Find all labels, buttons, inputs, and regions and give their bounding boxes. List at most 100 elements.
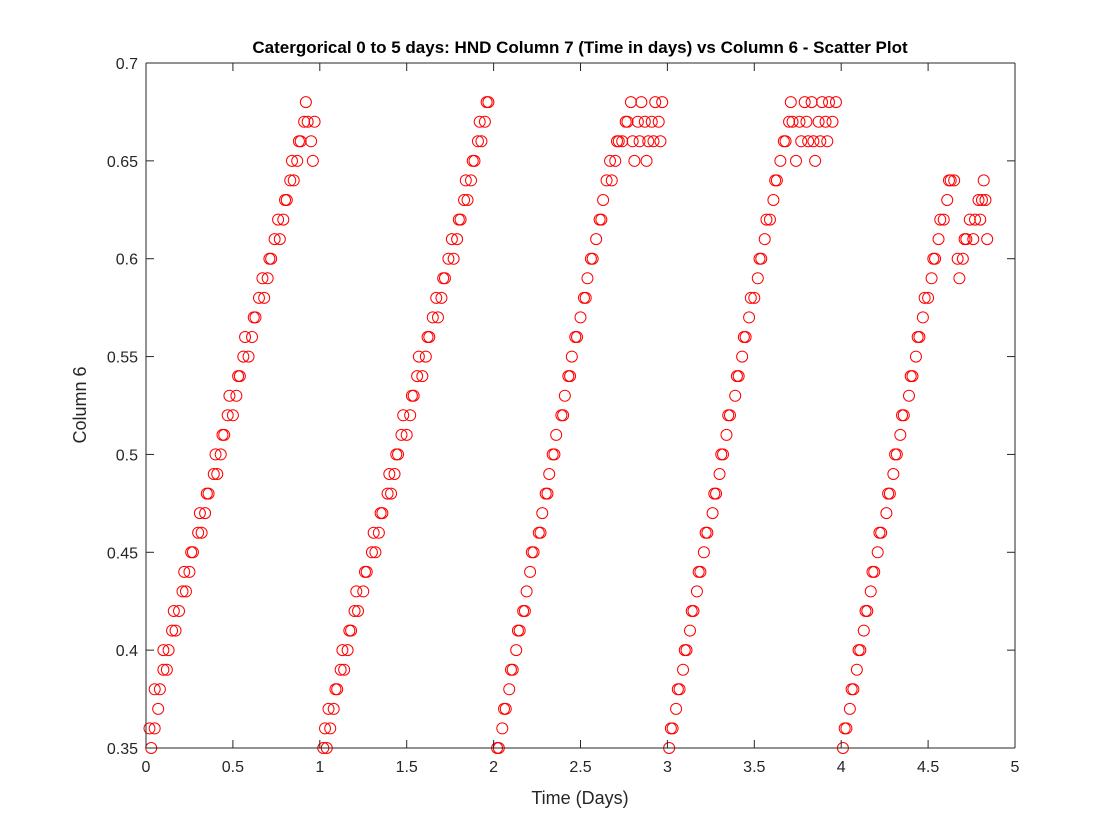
data-point bbox=[256, 272, 269, 285]
data-point bbox=[843, 702, 856, 715]
data-point bbox=[430, 291, 443, 304]
data-point bbox=[388, 468, 401, 480]
data-point bbox=[167, 605, 180, 617]
markers-layer bbox=[143, 96, 994, 754]
data-point bbox=[626, 135, 639, 148]
data-point bbox=[348, 605, 361, 617]
series-group bbox=[836, 174, 994, 754]
data-point bbox=[624, 96, 637, 109]
data-point bbox=[179, 585, 192, 598]
data-point bbox=[600, 174, 613, 187]
data-point bbox=[911, 331, 924, 343]
data-point bbox=[866, 565, 879, 578]
data-point bbox=[437, 272, 450, 285]
data-point bbox=[223, 389, 236, 402]
data-point bbox=[277, 213, 290, 226]
data-point bbox=[557, 409, 570, 422]
data-point bbox=[185, 546, 198, 559]
data-point bbox=[452, 213, 465, 226]
data-point bbox=[431, 311, 444, 324]
data-point bbox=[616, 135, 629, 148]
data-point bbox=[937, 213, 950, 226]
data-point bbox=[713, 468, 726, 480]
data-point bbox=[590, 233, 603, 246]
y-tick-label: 0.6 bbox=[116, 252, 138, 269]
data-point bbox=[390, 448, 403, 461]
data-point bbox=[633, 135, 646, 148]
data-point bbox=[209, 448, 222, 461]
data-point bbox=[148, 683, 161, 696]
data-point bbox=[510, 644, 523, 657]
data-point bbox=[565, 350, 578, 363]
data-point bbox=[706, 507, 719, 520]
data-point bbox=[157, 644, 170, 657]
series-group bbox=[663, 96, 842, 754]
data-point bbox=[821, 135, 834, 148]
data-point bbox=[729, 389, 742, 402]
data-point bbox=[193, 507, 206, 520]
data-point bbox=[385, 487, 398, 500]
y-tick-label: 0.5 bbox=[116, 447, 138, 464]
data-point bbox=[458, 194, 471, 206]
data-point bbox=[536, 507, 549, 520]
data-point bbox=[473, 115, 486, 128]
data-point bbox=[192, 526, 205, 539]
data-point bbox=[524, 565, 537, 578]
data-point bbox=[232, 370, 245, 383]
data-point bbox=[656, 96, 669, 109]
data-point bbox=[242, 350, 255, 363]
data-point bbox=[609, 154, 622, 167]
data-point bbox=[357, 585, 370, 598]
x-tick-label: 2.5 bbox=[569, 759, 591, 776]
data-point bbox=[963, 213, 976, 226]
data-point bbox=[291, 154, 304, 167]
data-point bbox=[411, 370, 424, 383]
data-point bbox=[677, 663, 690, 676]
data-point bbox=[699, 526, 712, 539]
data-point bbox=[758, 233, 771, 246]
x-tick-label: 3 bbox=[663, 759, 672, 776]
data-point bbox=[763, 213, 776, 226]
data-point bbox=[690, 585, 703, 598]
data-point bbox=[322, 702, 335, 715]
data-point bbox=[445, 233, 458, 246]
data-point bbox=[166, 624, 179, 637]
data-point bbox=[604, 154, 617, 167]
data-point bbox=[873, 526, 886, 539]
data-point bbox=[216, 428, 229, 441]
data-point bbox=[767, 194, 780, 206]
data-point bbox=[292, 135, 305, 148]
data-point bbox=[708, 487, 721, 500]
data-point bbox=[904, 370, 917, 383]
data-point bbox=[459, 174, 472, 187]
series-group bbox=[143, 96, 321, 754]
data-point bbox=[550, 428, 563, 441]
data-point bbox=[412, 350, 425, 363]
data-point bbox=[685, 605, 698, 617]
x-tick-label: 3.5 bbox=[743, 759, 765, 776]
data-point bbox=[352, 605, 365, 617]
data-point bbox=[221, 409, 234, 422]
data-point bbox=[786, 115, 799, 128]
data-point bbox=[852, 644, 865, 657]
data-point bbox=[925, 272, 938, 285]
data-point bbox=[932, 233, 945, 246]
data-point bbox=[882, 487, 895, 500]
data-point bbox=[381, 487, 394, 500]
data-point bbox=[730, 370, 743, 383]
data-point bbox=[419, 350, 432, 363]
data-point bbox=[426, 311, 439, 324]
y-tick-label: 0.7 bbox=[116, 56, 138, 73]
data-point bbox=[977, 174, 990, 187]
x-tick-label: 4 bbox=[837, 759, 846, 776]
x-tick-label: 1 bbox=[315, 759, 324, 776]
data-point bbox=[564, 370, 577, 383]
data-point bbox=[200, 487, 213, 500]
data-point bbox=[969, 213, 982, 226]
data-point bbox=[478, 115, 491, 128]
data-point bbox=[814, 135, 827, 148]
ticks-layer: 0 0.5 1 1.5 2 2.5 3 3.5 4 4.5 5 0.35 0.4 0.45 0.5 0.55 0… bbox=[107, 56, 1020, 776]
data-point bbox=[864, 585, 877, 598]
data-point bbox=[214, 448, 227, 461]
data-point bbox=[471, 135, 484, 148]
